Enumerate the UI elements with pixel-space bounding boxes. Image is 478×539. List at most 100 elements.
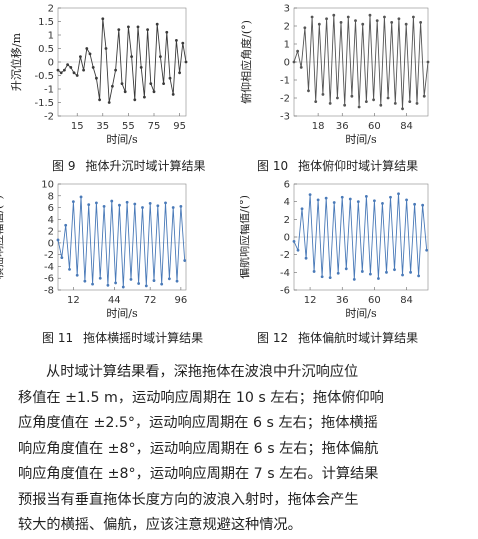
data-point (72, 71, 76, 75)
x-tick-label: 12 (67, 295, 80, 306)
data-point (336, 96, 339, 100)
data-point (69, 66, 73, 69)
plot-frame (57, 183, 187, 291)
x-tick-label: 60 (368, 121, 381, 132)
data-point (350, 94, 354, 98)
y-tick-label: 4 (48, 215, 54, 226)
data-point (114, 68, 117, 72)
figure-12-caption: 图 12 拖体偏航时域计算结果 (257, 329, 418, 346)
data-point (164, 201, 167, 205)
figure-9-number: 图 9 (52, 159, 76, 173)
data-point (401, 107, 404, 111)
data-point (129, 278, 133, 281)
data-point (372, 98, 375, 102)
data-point (59, 71, 63, 75)
data-point (136, 25, 140, 29)
x-tick-label: 60 (368, 295, 381, 306)
y-tick-label: -8 (44, 286, 54, 297)
figure-9-chart: 2 1.5 1 0.5 0 -0.5 -1 -1.5 -2 15 35 55 75 95 时间/s 升沉位移/… (0, 0, 240, 152)
data-point (389, 195, 392, 199)
y-tick-label: 0.5 (38, 44, 54, 55)
data-point (101, 17, 105, 21)
data-point (117, 28, 121, 31)
data-point (141, 206, 144, 209)
data-point (292, 60, 296, 64)
data-point (82, 68, 85, 72)
x-tick-label: 18 (312, 121, 325, 132)
data-point (178, 71, 182, 75)
data-point (356, 200, 360, 204)
x-axis-label: 时间/s (106, 133, 138, 146)
data-point (354, 19, 357, 22)
data-point (111, 84, 114, 88)
y-tick-label: 0 (284, 58, 290, 69)
y-axis-label: 升沉位移/m (9, 32, 23, 91)
data-point (107, 101, 111, 104)
data-point (373, 199, 376, 203)
x-axis-label: 时间/s (106, 307, 138, 320)
data-point (120, 82, 124, 85)
data-point (328, 102, 332, 105)
data-point (413, 202, 416, 206)
data-point (133, 98, 137, 102)
series-line (293, 193, 428, 280)
x-tick-label: 15 (71, 121, 84, 132)
data-point (324, 196, 328, 200)
data-point (144, 284, 148, 288)
y-tick-label: 1.5 (38, 17, 54, 28)
figure-9-caption: 图 9 拖体升沉时域计算结果 (52, 157, 205, 174)
data-point (426, 60, 430, 64)
x-tick-label: 35 (96, 121, 109, 132)
y-tick-label: -2 (44, 250, 54, 261)
data-point (409, 270, 412, 274)
data-point (381, 202, 384, 205)
data-point (346, 15, 350, 19)
data-point (118, 203, 121, 207)
y-tick-label: 2 (48, 4, 54, 15)
data-point (148, 202, 152, 205)
data-point (56, 68, 60, 72)
data-point (383, 15, 386, 19)
figure-11-caption: 图 11 拖体横摇时域计算结果 (42, 329, 203, 346)
data-point (348, 197, 352, 201)
data-point (312, 270, 316, 273)
data-point (114, 281, 117, 285)
data-point (314, 100, 318, 103)
data-point (87, 203, 91, 207)
paragraph-line: 移值在 ±1.5 m，运动响应周期在 10 s 左右；拖体俯仰响 (18, 389, 384, 406)
y-tick-label: -3 (280, 112, 290, 123)
y-tick-label: 3 (284, 4, 290, 15)
figure-9-caption-text: 拖体升沉时域计算结果 (85, 159, 206, 173)
data-point (401, 273, 404, 277)
data-point (304, 256, 308, 260)
y-tick-label: -2 (280, 250, 290, 261)
data-point (332, 201, 336, 204)
data-point (130, 55, 134, 58)
data-point (385, 270, 388, 274)
y-tick-label: -0.5 (34, 71, 54, 82)
data-point (79, 195, 83, 199)
data-point (63, 68, 66, 72)
data-point (56, 238, 60, 242)
data-point (405, 198, 408, 202)
y-tick-label: 1 (284, 40, 290, 51)
paragraph-line: 应角度值在 ±2.5°，运动响应周期在 6 s 左右；拖体横摇 (18, 415, 378, 431)
data-point (340, 195, 344, 199)
data-point (364, 100, 368, 103)
y-tick-label: 2 (284, 215, 290, 226)
y-tick-label: -2 (280, 94, 290, 105)
data-point (156, 204, 160, 208)
y-tick-label: 6 (284, 180, 290, 191)
figure-10-number: 图 10 (257, 159, 289, 173)
data-point (368, 13, 372, 17)
y-tick-label: -6 (44, 274, 54, 285)
data-point (325, 17, 328, 21)
y-tick-label: -4 (280, 268, 290, 279)
data-point (393, 268, 396, 272)
x-tick-label: 84 (400, 295, 413, 306)
data-point (155, 22, 159, 26)
data-point (292, 240, 296, 243)
paragraph-line: 预报当有垂直拖体长度方向的波浪入射时，拖体会产生 (18, 491, 359, 508)
data-point (310, 15, 314, 19)
data-point (146, 28, 150, 31)
